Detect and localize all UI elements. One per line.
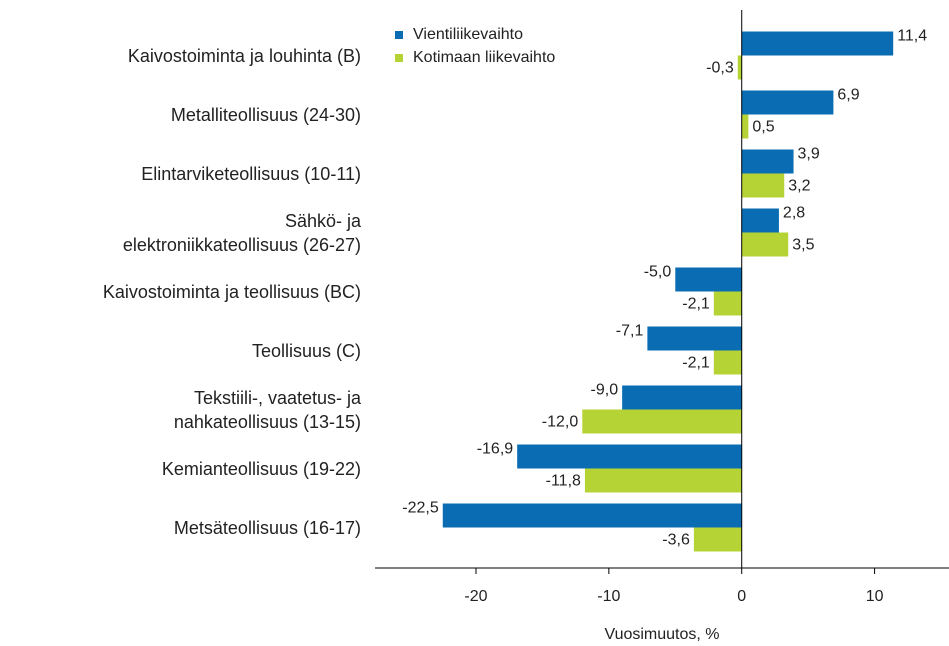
bar <box>647 326 742 351</box>
bar <box>741 90 834 115</box>
category-label: Metsäteollisuus (16-17) <box>173 517 361 538</box>
category-label: Kaivostoiminta ja teollisuus (BC) <box>102 281 361 302</box>
x-tick-label: -20 <box>464 588 487 605</box>
value-label: -2,1 <box>682 355 710 372</box>
value-label: 6,9 <box>837 87 859 104</box>
bar <box>737 55 742 80</box>
bar <box>622 385 742 410</box>
legend-swatch <box>395 54 403 62</box>
value-label: 3,9 <box>798 146 820 163</box>
value-label: -9,0 <box>591 382 619 399</box>
value-label: -5,0 <box>644 264 672 281</box>
value-label: -3,6 <box>662 532 690 549</box>
bar <box>741 149 794 174</box>
bar <box>741 31 894 56</box>
legend-label: Vientiliikevaihto <box>413 26 523 43</box>
legend-swatch <box>395 31 403 39</box>
value-label: 11,4 <box>897 28 927 45</box>
bar <box>741 173 785 198</box>
bar <box>741 208 779 233</box>
bar <box>713 291 742 316</box>
value-label: -11,8 <box>546 473 581 490</box>
bar <box>675 267 742 292</box>
bar <box>741 232 789 257</box>
legend-label: Kotimaan liikevaihto <box>413 49 555 66</box>
value-label: -7,1 <box>616 323 644 340</box>
bar <box>693 527 742 552</box>
value-label: -0,3 <box>706 60 734 77</box>
x-tick-label: 0 <box>737 588 746 605</box>
value-label: -2,1 <box>682 296 710 313</box>
bar <box>582 409 742 434</box>
category-label: Kaivostoiminta ja louhinta (B) <box>127 45 361 66</box>
value-label: -12,0 <box>542 414 579 431</box>
value-label: 2,8 <box>783 205 805 222</box>
category-label: Tekstiili-, vaatetus- ja nahkateollisuus… <box>173 387 361 432</box>
bar <box>584 468 742 493</box>
category-label: Sähkö- ja elektroniikkateollisuus (26-27… <box>122 210 361 255</box>
x-axis-label: Vuosimuutos, % <box>604 626 719 643</box>
value-label: -16,9 <box>477 441 514 458</box>
bar <box>741 114 749 139</box>
category-label: Kemianteollisuus (19-22) <box>161 458 361 479</box>
bar <box>713 350 742 375</box>
bar <box>442 503 742 528</box>
value-label: 0,5 <box>752 119 774 136</box>
x-tick-label: -10 <box>597 588 620 605</box>
bar <box>517 444 742 469</box>
value-label: 3,5 <box>792 237 814 254</box>
category-label: Elintarviketeollisuus (10-11) <box>141 163 361 184</box>
category-label: Metalliteollisuus (24-30) <box>170 104 361 125</box>
x-tick-label: 10 <box>866 588 884 605</box>
value-label: 3,2 <box>788 178 810 195</box>
value-label: -22,5 <box>402 500 439 517</box>
category-label: Teollisuus (C) <box>251 340 361 361</box>
